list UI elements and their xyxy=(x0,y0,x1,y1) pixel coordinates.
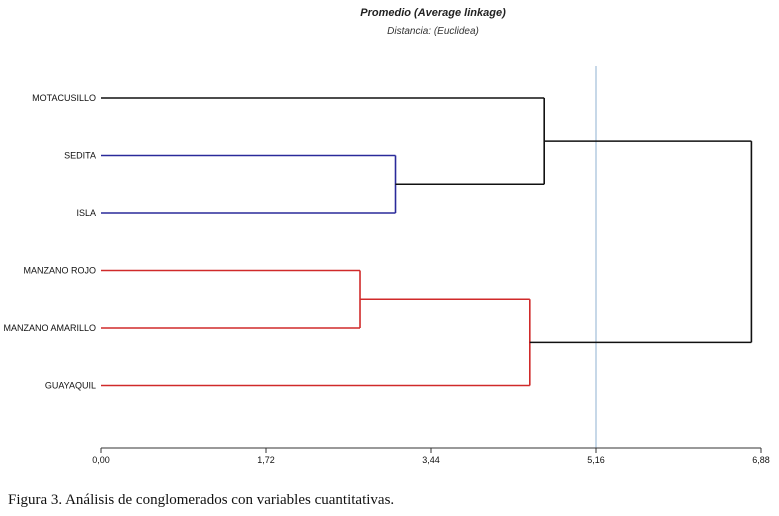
chart-title: Promedio (Average linkage) xyxy=(360,7,506,19)
x-axis: 0,00 1,72 3,44 5,16 6,88 xyxy=(92,447,770,465)
x-tick-label: 1,72 xyxy=(257,455,275,465)
leaf-label: ISLA xyxy=(76,208,96,218)
merge-link xyxy=(101,269,361,329)
x-tick-label: 0,00 xyxy=(92,455,110,465)
dendrogram-links xyxy=(101,97,753,387)
chart-subtitle: Distancia: (Euclidea) xyxy=(387,26,479,37)
merge-link xyxy=(101,154,397,214)
merge-link xyxy=(101,298,531,387)
leaf-label: GUAYAQUIL xyxy=(45,381,96,391)
merge-link xyxy=(101,97,545,186)
leaf-label: SEDITA xyxy=(64,151,96,161)
merge-link xyxy=(529,140,753,344)
leaf-labels: MOTACUSILLO SEDITA ISLA MANZANO ROJO MANZANO… xyxy=(3,93,96,391)
x-tick-label: 3,44 xyxy=(422,455,440,465)
leaf-label: MANZANO ROJO xyxy=(23,266,96,276)
figure-caption: Figura 3. Análisis de conglomerados con … xyxy=(8,492,395,508)
leaf-label: MANZANO AMARILLO xyxy=(3,323,96,333)
x-tick-label: 5,16 xyxy=(587,455,605,465)
leaf-label: MOTACUSILLO xyxy=(32,93,96,103)
x-tick-label: 6,88 xyxy=(752,455,770,465)
